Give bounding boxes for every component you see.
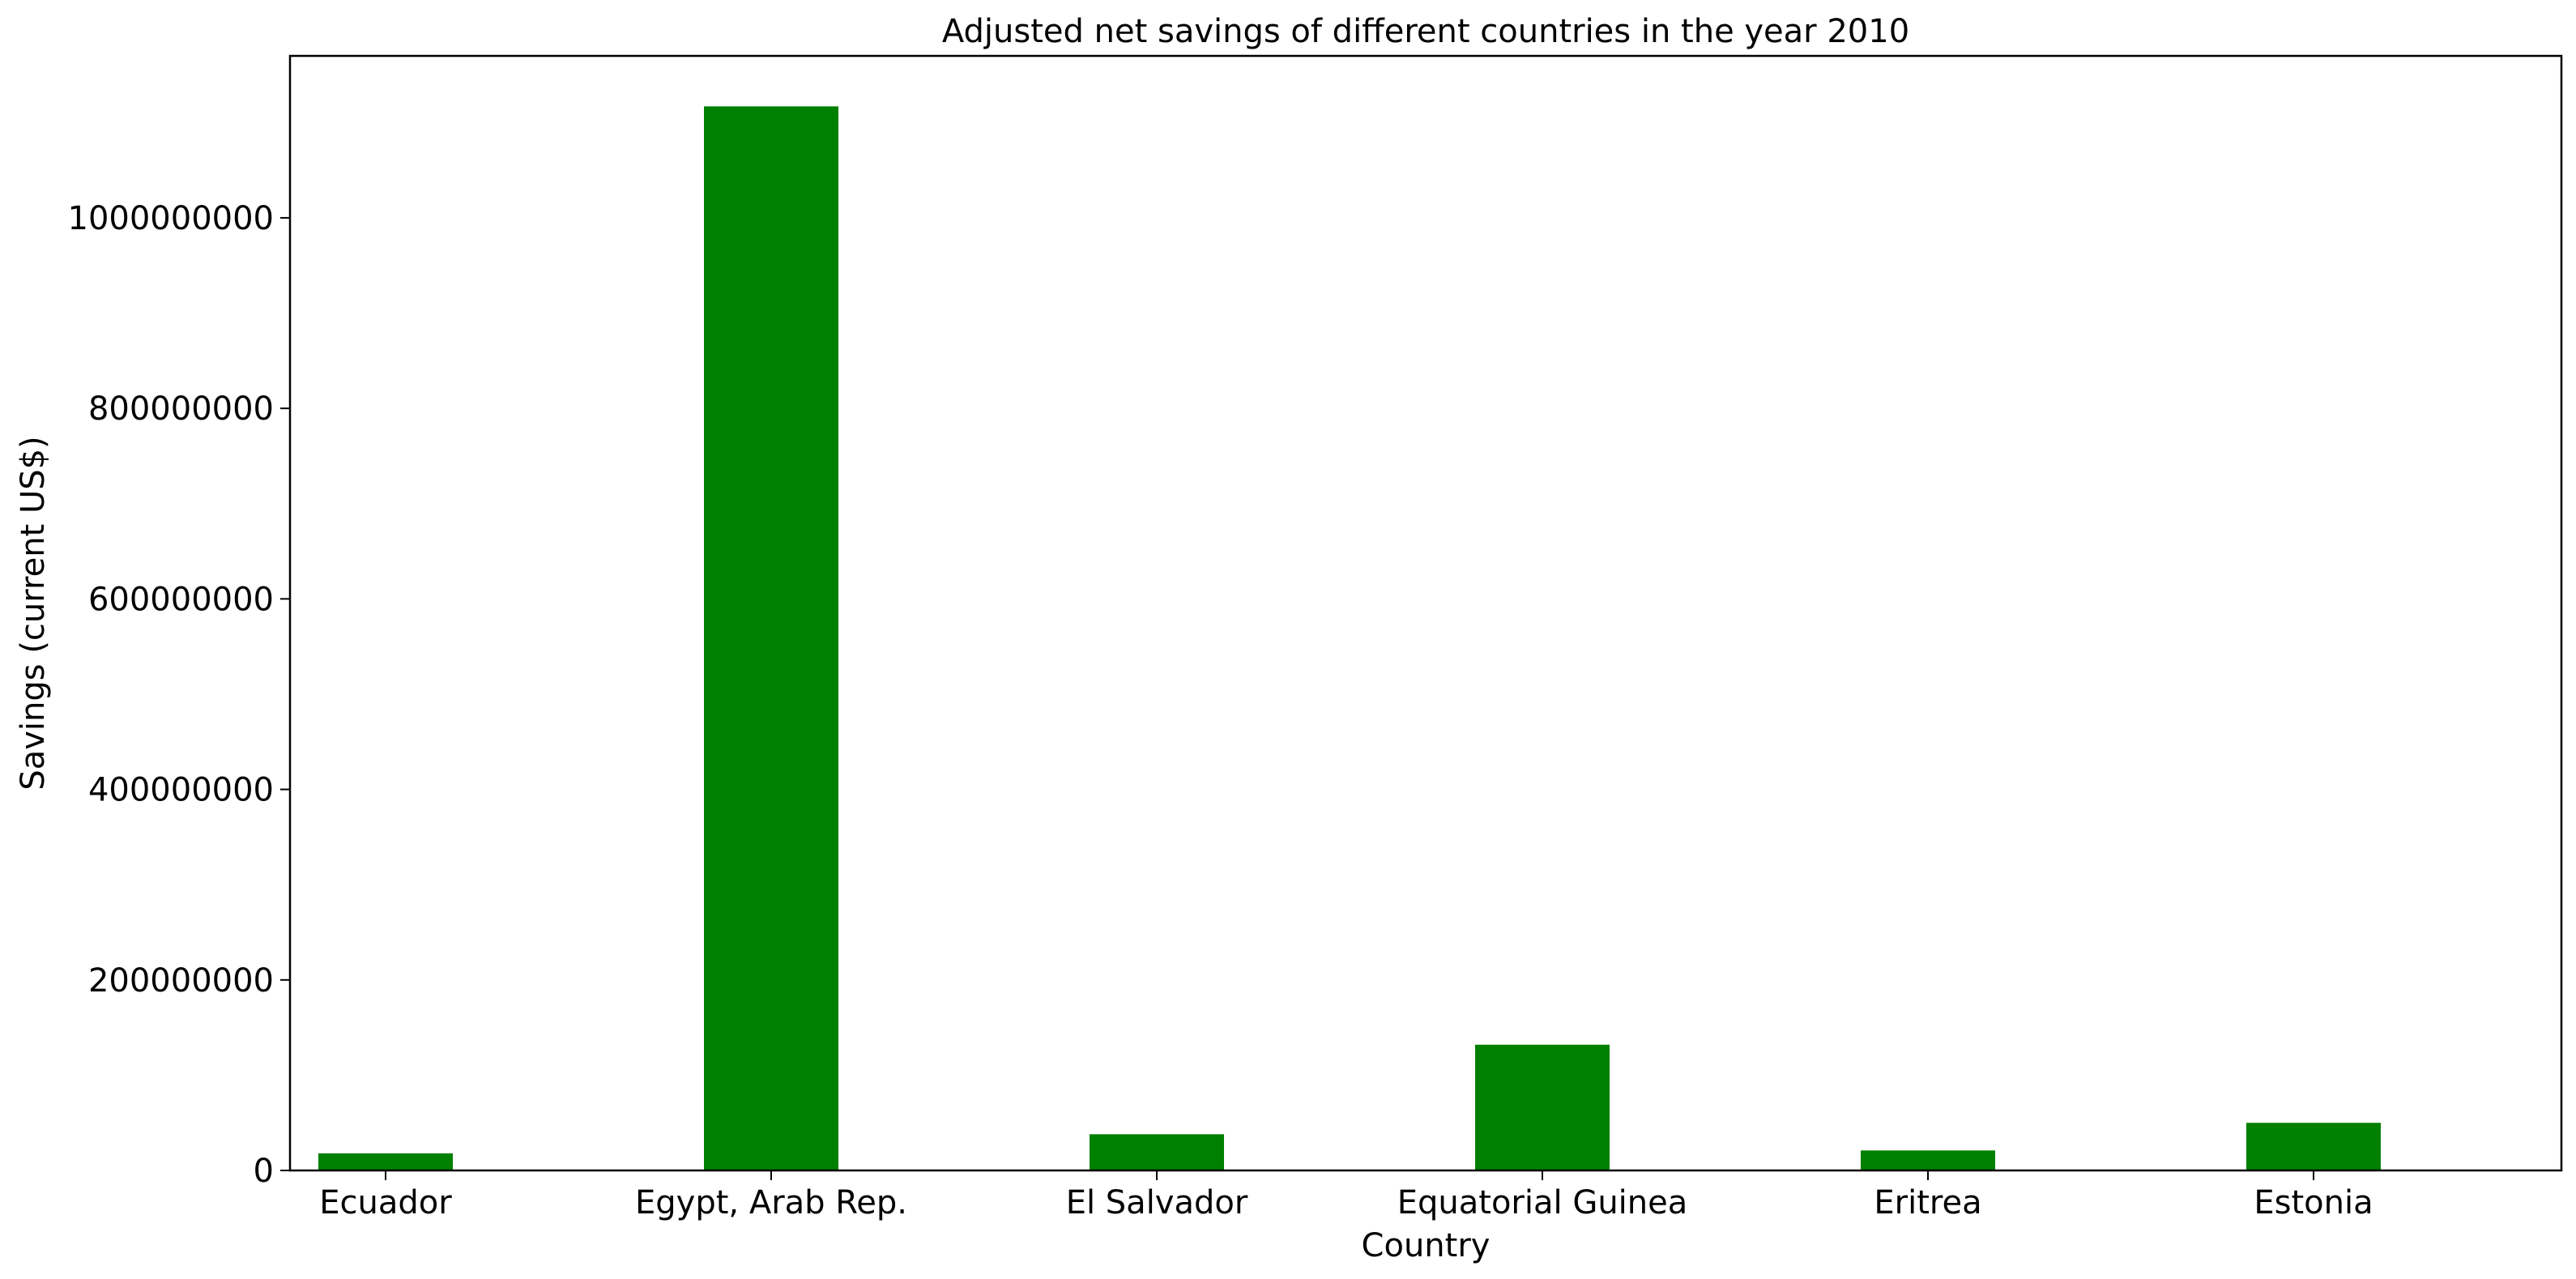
x-tick-label: Ecuador bbox=[319, 1184, 452, 1221]
y-tick-label: 1000000000 bbox=[68, 200, 275, 237]
bar-eritrea bbox=[1861, 1150, 1995, 1170]
x-axis-title: Country bbox=[1362, 1227, 1491, 1264]
y-tick-label: 800000000 bbox=[88, 390, 274, 428]
bar-el-salvador bbox=[1090, 1134, 1224, 1170]
y-tick-label: 200000000 bbox=[88, 962, 274, 1000]
y-tick-label: 0 bbox=[254, 1153, 274, 1190]
y-tick-label: 400000000 bbox=[88, 772, 274, 809]
x-tick-label: El Salvador bbox=[1066, 1184, 1248, 1221]
bar-ecuador bbox=[318, 1153, 453, 1170]
y-tick-label: 600000000 bbox=[88, 581, 274, 618]
chart-title: Adjusted net savings of different countr… bbox=[942, 13, 1909, 50]
plot-frame bbox=[288, 54, 2563, 1172]
x-tick-label: Equatorial Guinea bbox=[1397, 1184, 1688, 1221]
y-axis-ticks: 0 200000000 400000000 600000000 800000000 100… bbox=[68, 200, 290, 1190]
bar-estonia bbox=[2246, 1123, 2381, 1170]
bars-group bbox=[318, 106, 2381, 1170]
bar-equatorial-guinea bbox=[1475, 1044, 1610, 1170]
bar-egypt-arab-rep bbox=[704, 106, 838, 1170]
x-tick-label: Eritrea bbox=[1874, 1184, 1981, 1221]
x-tick-label: Egypt, Arab Rep. bbox=[635, 1184, 907, 1221]
x-tick-label: Estonia bbox=[2254, 1184, 2373, 1221]
x-axis-ticks: Ecuador Egypt, Arab Rep. El Salvador Equato… bbox=[319, 1170, 2373, 1221]
y-axis-title: Savings (current US$) bbox=[15, 436, 52, 790]
